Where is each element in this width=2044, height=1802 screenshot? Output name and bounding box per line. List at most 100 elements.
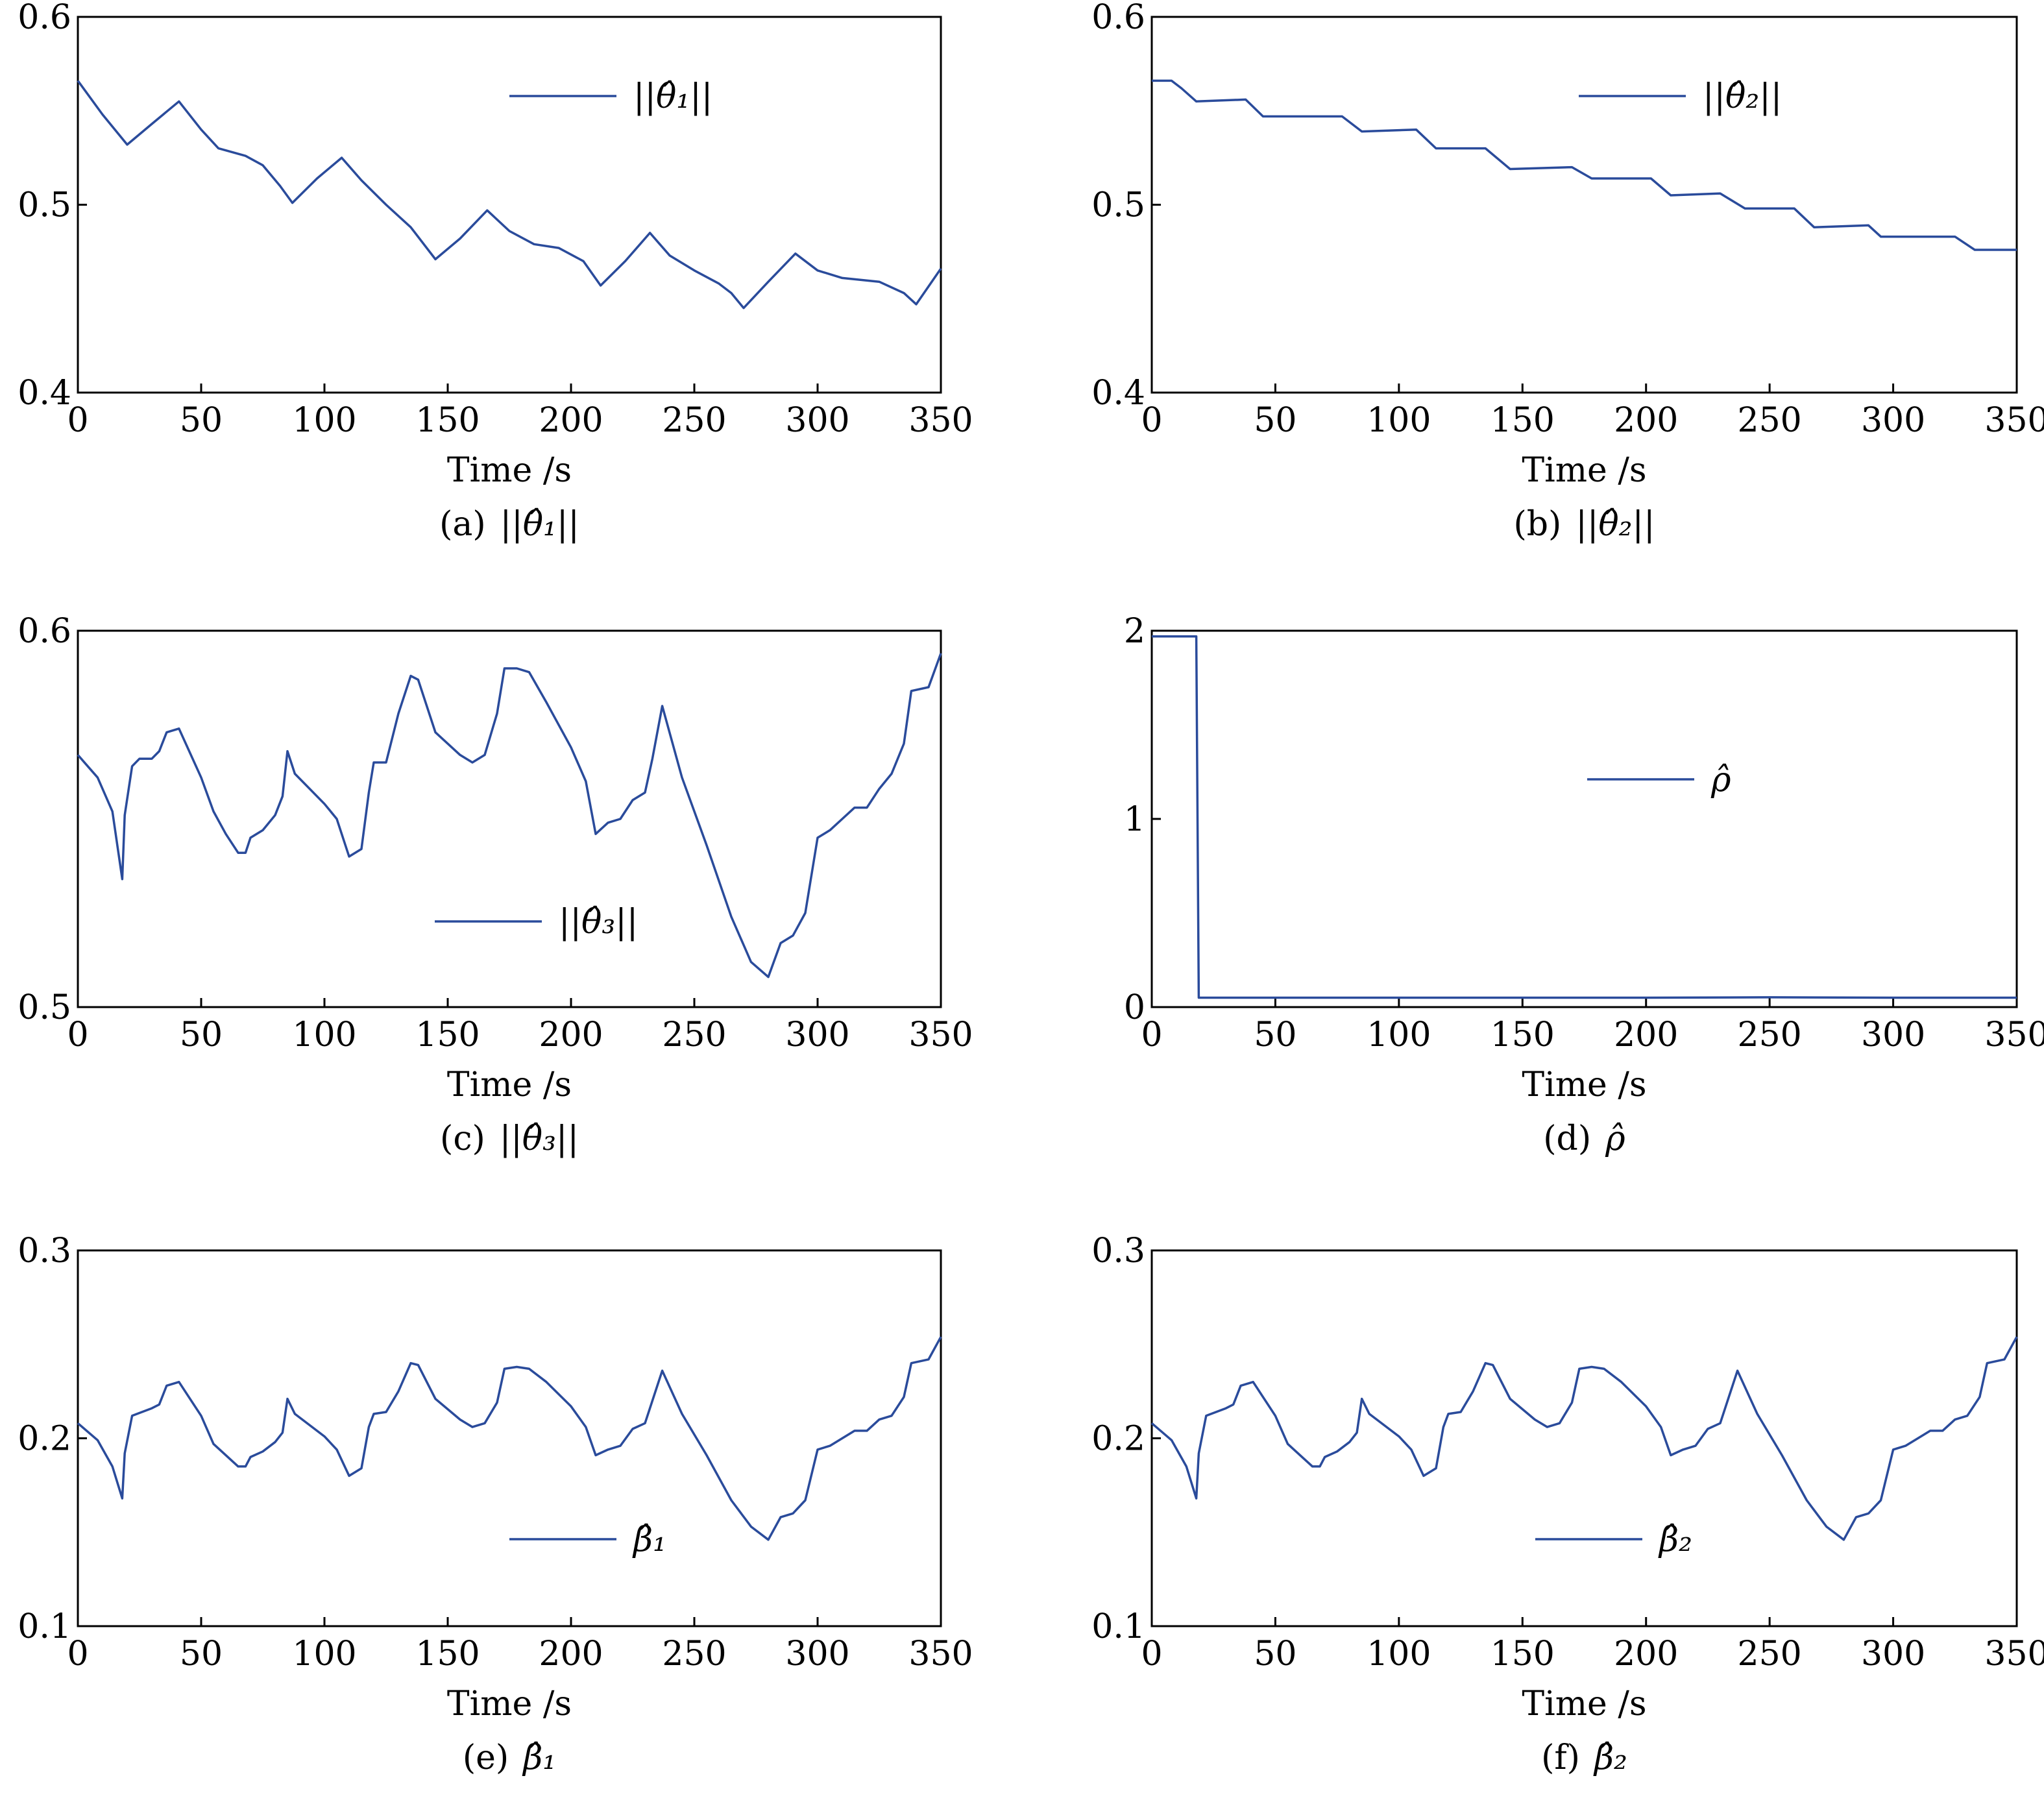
caption-prefix: (d) [1543, 1119, 1591, 1158]
y-tick-label: 0.6 [1091, 0, 1145, 37]
series-line-d-0 [1152, 635, 2017, 999]
x-tick-label: 150 [1490, 1016, 1555, 1054]
x-tick-label: 350 [1984, 1635, 2044, 1674]
x-axis-label: Time /s [447, 1685, 572, 1723]
series-line-e-0 [77, 1336, 942, 1541]
x-tick-label: 150 [1490, 1635, 1555, 1674]
plot-frame [1150, 16, 2018, 394]
caption-symbol: ρ̂ [1605, 1119, 1625, 1158]
panel-e: 0 50 100 150 200 250 300 350 0.1 0.2 0.3 Time /s (e)… [18, 1232, 973, 1777]
x-tick-label: 50 [1254, 1016, 1296, 1054]
x-tick-label: 0 [1141, 1635, 1162, 1674]
legend-label: ρ̂ [1710, 761, 1731, 799]
series-line-a-0 [77, 80, 942, 310]
x-tick-label: 300 [1861, 1635, 1925, 1674]
y-tick-label: 0.3 [18, 1232, 71, 1271]
x-tick-label: 200 [539, 1016, 603, 1054]
x-tick-label: 0 [67, 1635, 88, 1674]
x-tick-label: 50 [180, 1016, 223, 1054]
caption-prefix: (b) [1513, 505, 1561, 544]
y-tick-label: 0.2 [18, 1420, 71, 1459]
caption-symbol: ||θ̂₁|| [500, 505, 579, 544]
plot-frame [77, 16, 942, 394]
x-tick-label: 250 [1738, 401, 1802, 440]
x-tick-label: 0 [67, 401, 88, 440]
y-tick-label: 0.4 [1091, 374, 1145, 413]
x-tick-label: 50 [1254, 1635, 1296, 1674]
x-axis-label: Time /s [447, 1065, 572, 1104]
x-tick-label: 300 [785, 1635, 849, 1674]
x-tick-label: 350 [908, 401, 973, 440]
x-axis-label: Time /s [1522, 1685, 1646, 1723]
x-tick-label: 100 [292, 401, 356, 440]
x-tick-label: 300 [1861, 401, 1925, 440]
panel-d: 0 50 100 150 200 250 300 350 0 1 2 Time /s (d) ρ̂ ρ̂ [1124, 612, 2044, 1158]
x-tick-label: 350 [1984, 401, 2044, 440]
series-line-b-0 [1152, 79, 2017, 251]
x-tick-label: 350 [908, 1635, 973, 1674]
series-line-f-0 [1150, 1336, 2018, 1541]
x-axis-label: Time /s [1522, 451, 1646, 490]
x-tick-label: 100 [1367, 401, 1431, 440]
x-tick-label: 200 [1614, 401, 1678, 440]
x-tick-label: 50 [180, 1635, 223, 1674]
caption-prefix: (c) [440, 1119, 485, 1158]
x-tick-label: 100 [292, 1635, 356, 1674]
x-tick-label: 50 [180, 401, 223, 440]
panel-caption: (e) β̂₁ [463, 1738, 556, 1777]
x-tick-label: 0 [67, 1016, 88, 1054]
x-tick-label: 250 [662, 1635, 726, 1674]
y-tick-label: 1 [1124, 800, 1145, 839]
legend-label: ||θ̂₂|| [1703, 77, 1782, 116]
plot-frame [1150, 1249, 2018, 1627]
x-tick-label: 250 [1738, 1016, 1802, 1054]
x-tick-label: 150 [415, 1635, 480, 1674]
panel-b: 0 50 100 150 200 250 300 350 0.4 0.5 0.6 Time /s (b)… [1091, 0, 2044, 544]
y-tick-label: 0.1 [18, 1607, 71, 1646]
panel-c: 0 50 100 150 200 250 300 350 0.5 0.6 Time /s (c) ||θ… [18, 612, 973, 1158]
x-tick-label: 50 [1254, 401, 1296, 440]
y-tick-label: 0.6 [18, 0, 71, 37]
caption-prefix: (f) [1541, 1738, 1580, 1777]
legend-label: ||θ̂₃|| [559, 903, 638, 942]
caption-prefix: (e) [463, 1738, 509, 1777]
x-tick-label: 200 [1614, 1635, 1678, 1674]
y-tick-label: 0.6 [18, 612, 71, 651]
x-tick-label: 200 [539, 1635, 603, 1674]
caption-symbol: ||θ̂₃|| [500, 1119, 579, 1158]
panel-a: 0 50 100 150 200 250 300 350 0.4 0.5 0.6 Time /s (a)… [18, 0, 973, 544]
x-tick-label: 100 [292, 1016, 356, 1054]
plot-frame [1150, 629, 2018, 1008]
x-axis-label: Time /s [1522, 1065, 1646, 1104]
plot-frame [77, 629, 942, 1008]
caption-symbol: β̂₂ [1593, 1738, 1627, 1777]
x-tick-label: 300 [785, 1016, 849, 1054]
x-tick-label: 100 [1367, 1016, 1431, 1054]
y-tick-label: 0.1 [1091, 1607, 1145, 1646]
y-tick-label: 0.2 [1091, 1420, 1145, 1459]
legend-label: β̂₂ [1658, 1520, 1692, 1559]
x-tick-label: 100 [1367, 1635, 1431, 1674]
y-tick-label: 2 [1124, 612, 1145, 651]
x-tick-label: 250 [662, 401, 726, 440]
panel-caption: (d) ρ̂ [1543, 1119, 1625, 1158]
x-tick-label: 300 [1861, 1016, 1925, 1054]
legend-label: ||θ̂₁|| [633, 77, 712, 116]
x-tick-label: 350 [1984, 1016, 2044, 1054]
caption-prefix: (a) [439, 505, 486, 544]
x-tick-label: 150 [1490, 401, 1555, 440]
x-tick-label: 150 [415, 401, 480, 440]
y-tick-label: 0.5 [1091, 186, 1145, 225]
y-tick-label: 0.5 [18, 186, 71, 225]
x-tick-label: 200 [1614, 1016, 1678, 1054]
x-tick-label: 250 [1738, 1635, 1802, 1674]
panel-f: 0 50 100 150 200 250 300 350 0.1 0.2 0.3 Time /s (f)… [1091, 1232, 2044, 1777]
caption-symbol: ||θ̂₂|| [1576, 505, 1655, 544]
y-tick-label: 0 [1124, 988, 1145, 1027]
y-tick-label: 0.3 [1091, 1232, 1145, 1271]
legend-label: β̂₁ [632, 1520, 666, 1559]
x-axis-label: Time /s [447, 451, 572, 490]
y-tick-label: 0.5 [18, 988, 71, 1027]
x-tick-label: 350 [908, 1016, 973, 1054]
